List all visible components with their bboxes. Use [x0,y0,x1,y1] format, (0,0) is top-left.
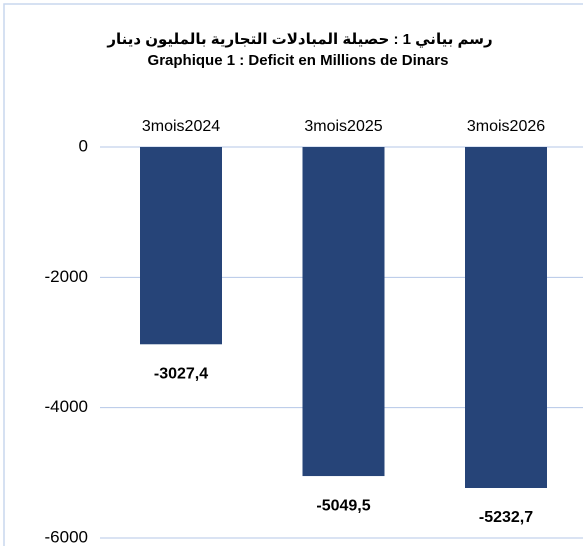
x-tick-label: 3mois2025 [304,118,382,135]
y-tick-label: -6000 [45,527,88,546]
y-tick-label: 0 [79,136,88,155]
chart-subtitle: Graphique 1 : Deficit en Millions de Din… [148,52,449,69]
value-label: -5049,5 [316,497,370,514]
bar [302,147,385,477]
y-tick-label: -2000 [45,267,88,286]
y-tick-label: -4000 [45,397,88,416]
x-tick-label: 3mois2026 [467,118,545,135]
x-tick-label: 3mois2024 [142,118,220,135]
chart-title: رسم بياني 1 : حصيلة المبادلات التجارية ب… [106,31,492,48]
bar [140,147,222,345]
value-label: -5232,7 [479,509,533,526]
bar [465,147,547,488]
value-label: -3027,4 [154,366,208,383]
